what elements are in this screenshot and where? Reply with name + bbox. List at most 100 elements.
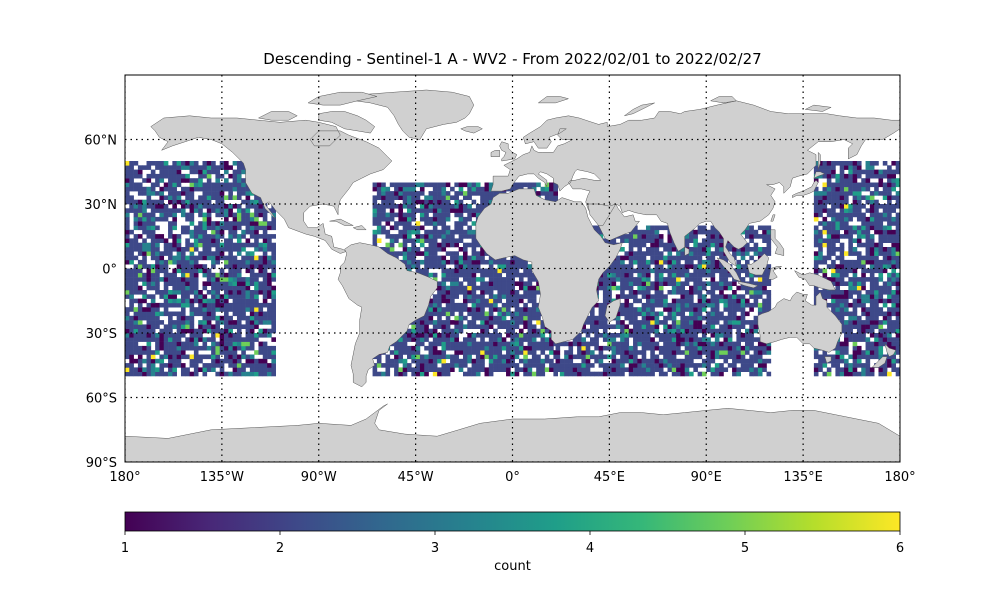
data-cell [467, 350, 472, 355]
data-cell [168, 242, 173, 248]
data-cell [710, 290, 716, 295]
data-cell [424, 195, 429, 200]
data-cell [249, 204, 255, 209]
data-cell [839, 307, 845, 312]
data-cell [633, 328, 638, 334]
data-cell [441, 216, 447, 222]
data-cell [891, 208, 896, 213]
data-cell [150, 315, 156, 321]
data-cell [680, 358, 686, 364]
data-cell [241, 354, 246, 360]
data-cell [163, 341, 169, 347]
data-cell [150, 281, 156, 286]
data-cell [137, 268, 143, 274]
data-cell [450, 358, 455, 364]
data-cell [159, 371, 165, 377]
data-cell [185, 298, 190, 304]
data-cell [133, 328, 139, 334]
data-cell [865, 195, 871, 200]
data-cell [372, 199, 378, 205]
data-cell [254, 229, 259, 235]
data-cell [887, 165, 892, 170]
data-cell [878, 328, 884, 334]
data-cell [142, 324, 147, 329]
data-cell [874, 225, 879, 231]
data-cell [411, 238, 416, 243]
data-cell [232, 161, 238, 166]
data-cell [224, 324, 229, 329]
data-cell [228, 191, 233, 196]
data-cell [219, 333, 225, 338]
data-cell [198, 337, 203, 342]
data-cell [510, 320, 515, 325]
data-cell [852, 272, 858, 278]
data-cell [462, 204, 468, 209]
data-cell [236, 161, 242, 166]
data-cell [245, 195, 251, 200]
data-cell [419, 182, 425, 188]
data-cell [254, 358, 259, 364]
data-cell [415, 229, 421, 235]
data-cell [445, 285, 451, 291]
data-cell [471, 242, 477, 248]
data-cell [488, 272, 494, 278]
data-cell [848, 242, 853, 248]
data-cell [861, 324, 866, 329]
data-cell [193, 350, 199, 355]
data-cell [501, 320, 507, 325]
data-cell [133, 247, 139, 252]
data-cell [155, 302, 160, 308]
data-cell [882, 186, 888, 192]
data-cell [706, 229, 711, 235]
data-cell [887, 307, 892, 312]
data-cell [411, 320, 416, 325]
data-cell [467, 298, 472, 304]
data-cell [831, 165, 836, 170]
data-cell [572, 367, 578, 372]
data-cell [658, 268, 664, 274]
data-cell [650, 320, 655, 325]
data-cell [544, 354, 550, 360]
data-cell [891, 290, 896, 295]
data-cell [232, 333, 238, 338]
data-cell [133, 350, 139, 355]
data-cell [142, 367, 147, 372]
data-cell [236, 186, 242, 192]
data-cell [219, 182, 225, 188]
data-cell [506, 358, 511, 364]
data-cell [202, 268, 208, 274]
data-cell [471, 247, 477, 252]
data-cell [129, 358, 134, 364]
data-cell [402, 251, 408, 256]
data-cell [142, 298, 147, 304]
data-cell [467, 242, 472, 248]
data-cell [262, 363, 268, 368]
data-cell [706, 238, 711, 243]
data-cell [611, 341, 617, 347]
data-cell [445, 251, 451, 256]
data-cell [839, 264, 845, 269]
data-cell [633, 268, 638, 274]
data-cell [172, 259, 177, 265]
data-cell [891, 367, 896, 372]
data-cell [518, 350, 524, 355]
data-cell [458, 341, 464, 347]
data-cell [146, 311, 152, 317]
data-cell [189, 255, 195, 261]
data-cell [852, 195, 858, 200]
data-cell [271, 307, 276, 312]
data-cell [480, 277, 485, 282]
data-cell [381, 191, 386, 196]
data-cell [150, 186, 156, 192]
data-cell [249, 320, 255, 325]
data-cell [701, 302, 707, 308]
data-cell [267, 281, 272, 286]
data-cell [389, 238, 395, 243]
data-cell [137, 216, 143, 222]
data-cell [813, 290, 819, 295]
data-cell [831, 251, 836, 256]
data-cell [480, 354, 485, 360]
data-cell [236, 337, 242, 342]
data-cell [432, 307, 438, 312]
data-cell [211, 285, 216, 291]
